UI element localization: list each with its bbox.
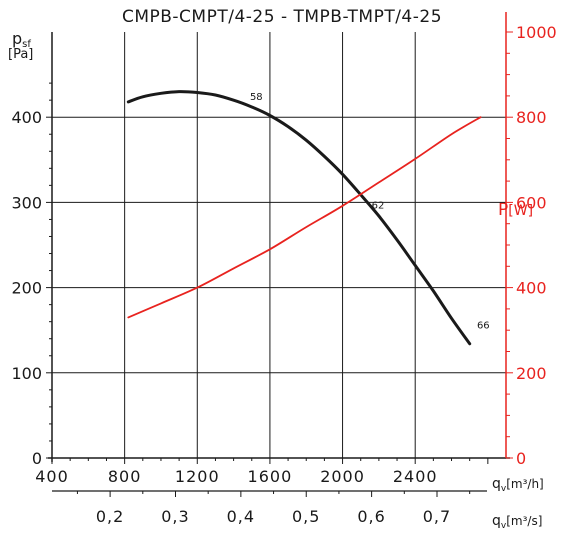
right-axis-unit: [W] bbox=[508, 203, 533, 219]
left-tick-label: 300 bbox=[11, 193, 42, 212]
annotations: 58 62 66 bbox=[250, 92, 490, 331]
secondary-tick-label: 0,5 bbox=[292, 507, 320, 526]
grid bbox=[52, 32, 506, 458]
curve-annotation: 58 bbox=[250, 92, 263, 103]
x-axis-label-m3h-main: q bbox=[492, 476, 501, 492]
x-axis-label-m3s-sub: v bbox=[501, 521, 507, 531]
bottom-tick-label-m3h: 800 bbox=[108, 467, 142, 486]
chart-title: CMPB-CMPT/4-25 - TMPB-TMPT/4-25 bbox=[122, 7, 442, 27]
curve-annotation: 66 bbox=[477, 320, 490, 331]
axes bbox=[46, 12, 513, 497]
left-axis-unit: [Pa] bbox=[8, 47, 33, 62]
secondary-tick-label: 0,4 bbox=[227, 507, 255, 526]
right-tick-label: 200 bbox=[516, 364, 547, 383]
svg-text:P[W]: P[W] bbox=[498, 200, 533, 220]
x-axis-label-m3h-unit: [m³/h] bbox=[506, 477, 544, 491]
curve-annotation: 62 bbox=[372, 200, 385, 211]
power-curve bbox=[127, 116, 482, 319]
bottom-tick-label-m3h: 2400 bbox=[393, 467, 438, 486]
right-tick-label: 400 bbox=[516, 279, 547, 298]
svg-text:qv[m³/s]: qv[m³/s] bbox=[492, 513, 542, 531]
x-axis-label-m3h-sub: v bbox=[501, 484, 507, 494]
left-axis-label-main: p bbox=[12, 29, 22, 48]
secondary-tick-label: 0,2 bbox=[96, 507, 124, 526]
right-tick-label: 1000 bbox=[516, 23, 557, 42]
x-axis-label-m3h: qv[m³/h] bbox=[492, 476, 544, 494]
secondary-tick-label: 0,7 bbox=[423, 507, 451, 526]
right-tick-label: 600 bbox=[516, 193, 547, 212]
x-axis-label-m3s-unit: [m³/s] bbox=[506, 514, 542, 528]
x-axis-label-m3s: qv[m³/s] bbox=[492, 513, 542, 531]
right-tick-label: 800 bbox=[516, 108, 547, 127]
secondary-tick-label: 0,3 bbox=[161, 507, 189, 526]
left-axis-label: psf [Pa] bbox=[8, 29, 33, 62]
right-tick-label: 0 bbox=[516, 449, 526, 468]
series-group bbox=[126, 90, 482, 346]
svg-text:psf: psf bbox=[12, 29, 31, 50]
left-tick-label: 0 bbox=[32, 449, 42, 468]
bottom-tick-label-m3h: 400 bbox=[35, 467, 69, 486]
secondary-tick-label: 0,6 bbox=[357, 507, 385, 526]
bottom-tick-label-m3h: 1600 bbox=[248, 467, 293, 486]
left-tick-label: 400 bbox=[11, 108, 42, 127]
bottom-tick-label-m3h: 2000 bbox=[320, 467, 365, 486]
left-axis-label-sub: sf bbox=[22, 39, 31, 50]
x-axis-label-m3s-main: q bbox=[492, 513, 501, 529]
right-axis-label: P[W] bbox=[498, 200, 533, 220]
bottom-tick-label-m3h: 1200 bbox=[175, 467, 220, 486]
left-tick-label: 100 bbox=[11, 364, 42, 383]
left-tick-label: 200 bbox=[11, 279, 42, 298]
pressure-curve bbox=[126, 90, 472, 346]
svg-text:qv[m³/h]: qv[m³/h] bbox=[492, 476, 544, 494]
right-axis-label-main: P bbox=[498, 200, 508, 220]
